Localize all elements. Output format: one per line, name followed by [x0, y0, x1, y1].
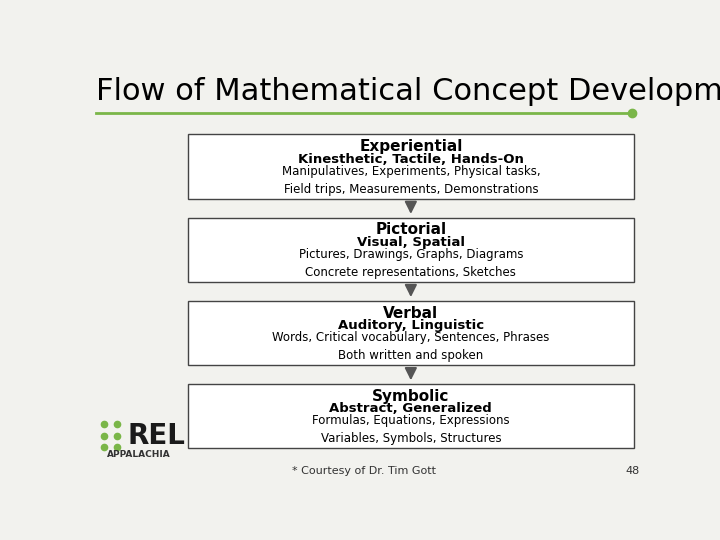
Text: Visual, Spatial: Visual, Spatial [357, 236, 465, 249]
Bar [188, 384, 634, 448]
Text: Pictorial: Pictorial [375, 222, 446, 238]
Bar [188, 218, 634, 282]
Text: Verbal: Verbal [383, 306, 438, 321]
Text: Manipulatives, Experiments, Physical tasks,
Field trips, Measurements, Demonstra: Manipulatives, Experiments, Physical tas… [282, 165, 540, 196]
Bar [188, 134, 634, 199]
Text: Experiential: Experiential [359, 139, 462, 154]
Bar [188, 301, 634, 365]
Text: 48: 48 [626, 465, 639, 476]
Text: Pictures, Drawings, Graphs, Diagrams
Concrete representations, Sketches: Pictures, Drawings, Graphs, Diagrams Con… [299, 248, 523, 279]
Text: APPALACHIA: APPALACHIA [107, 450, 171, 460]
Text: * Courtesy of Dr. Tim Gott: * Courtesy of Dr. Tim Gott [292, 465, 436, 476]
Text: Auditory, Linguistic: Auditory, Linguistic [338, 319, 484, 332]
Text: Formulas, Equations, Expressions
Variables, Symbols, Structures: Formulas, Equations, Expressions Variabl… [312, 414, 510, 446]
Text: Abstract, Generalized: Abstract, Generalized [330, 402, 492, 415]
Text: Symbolic: Symbolic [372, 389, 449, 404]
Text: REL: REL [128, 422, 186, 450]
Text: Flow of Mathematical Concept Development*: Flow of Mathematical Concept Development… [96, 77, 720, 106]
Text: Kinesthetic, Tactile, Hands-On: Kinesthetic, Tactile, Hands-On [298, 153, 523, 166]
Text: Words, Critical vocabulary, Sentences, Phrases
Both written and spoken: Words, Critical vocabulary, Sentences, P… [272, 331, 549, 362]
